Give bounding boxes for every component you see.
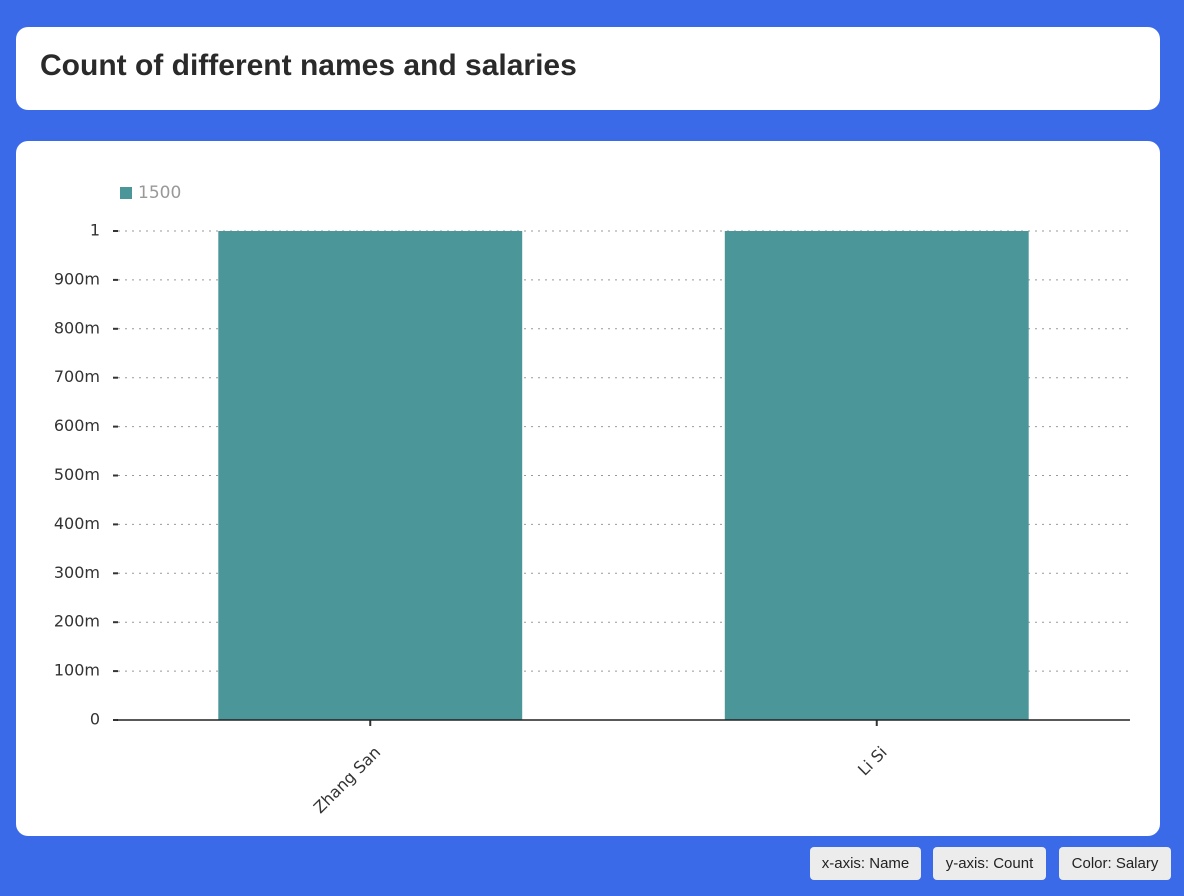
x-tick-label: Li Si [854, 743, 891, 780]
y-tick-label: 600m [54, 416, 100, 435]
control-button[interactable]: y-axis: Count [933, 847, 1046, 880]
y-tick-label: 1 [90, 221, 100, 240]
legend-swatch [120, 187, 132, 199]
y-tick-label: 800m [54, 318, 100, 337]
control-button[interactable]: Color: Salary [1059, 847, 1171, 880]
y-tick-label: 300m [54, 563, 100, 582]
control-button[interactable]: x-axis: Name [810, 847, 921, 880]
bar [218, 231, 523, 720]
y-tick-label: 900m [54, 269, 100, 288]
bar [724, 231, 1029, 720]
y-tick-label: 400m [54, 514, 100, 533]
x-tick-label: Zhang San [310, 743, 385, 818]
y-tick-label: 500m [54, 465, 100, 484]
y-tick-label: 200m [54, 612, 100, 631]
chart-title: Count of different names and salaries [40, 49, 577, 82]
legend-label: 1500 [138, 183, 181, 203]
chart-card: 0 100m 200m 300m 400m 500m 600m 700m 800m 900m 1 Zh… [16, 141, 1160, 836]
y-tick-label: 100m [54, 661, 100, 680]
chart: 0 100m 200m 300m 400m 500m 600m 700m 800m 900m 1 Zh… [54, 183, 1130, 818]
y-tick-label: 700m [54, 367, 100, 386]
y-tick-label: 0 [90, 710, 100, 729]
title-card: Count of different names and salaries [16, 27, 1160, 110]
